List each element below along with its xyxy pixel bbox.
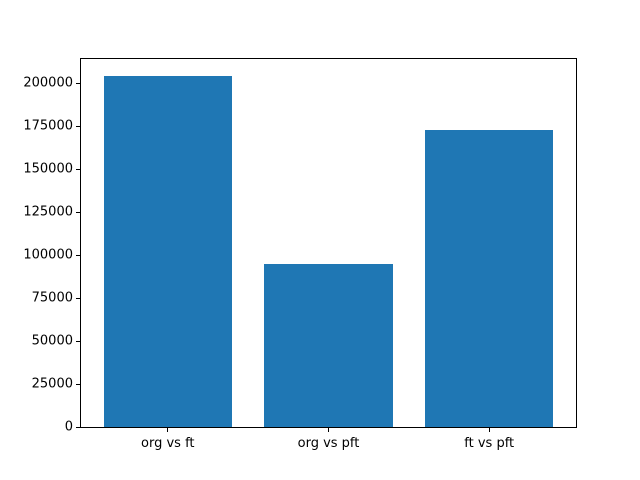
y-tick-label: 100000 bbox=[23, 247, 73, 263]
y-tick-mark bbox=[76, 125, 80, 127]
bar bbox=[103, 76, 233, 427]
x-tick-label: ft vs pft bbox=[464, 436, 515, 451]
bar bbox=[264, 263, 393, 427]
y-tick-mark bbox=[76, 168, 80, 170]
y-tick-mark bbox=[76, 383, 80, 385]
x-tick-label: org vs ft bbox=[141, 436, 195, 451]
x-tick-mark bbox=[488, 428, 490, 432]
bar bbox=[424, 129, 554, 427]
y-tick-label: 125000 bbox=[23, 204, 73, 220]
y-tick-label: 50000 bbox=[31, 333, 73, 349]
y-tick-label: 150000 bbox=[23, 161, 73, 177]
x-tick-mark bbox=[328, 428, 329, 432]
y-tick-label: 0 bbox=[64, 419, 73, 435]
y-tick-label: 175000 bbox=[23, 118, 73, 134]
y-tick-mark bbox=[76, 297, 80, 299]
y-tick-mark bbox=[76, 426, 80, 428]
y-tick-label: 200000 bbox=[23, 75, 73, 91]
y-tick-label: 25000 bbox=[31, 376, 73, 392]
y-tick-mark bbox=[76, 211, 80, 213]
x-tick-label: org vs pft bbox=[297, 436, 360, 451]
y-tick-label: 75000 bbox=[31, 290, 73, 306]
y-tick-mark bbox=[76, 254, 80, 256]
plot-area: 0 25000 50000 75000 100000 125000 150000 175000… bbox=[23, 58, 577, 451]
x-tick-mark bbox=[167, 428, 169, 432]
y-tick-mark bbox=[76, 340, 80, 342]
y-tick-mark bbox=[76, 82, 80, 84]
